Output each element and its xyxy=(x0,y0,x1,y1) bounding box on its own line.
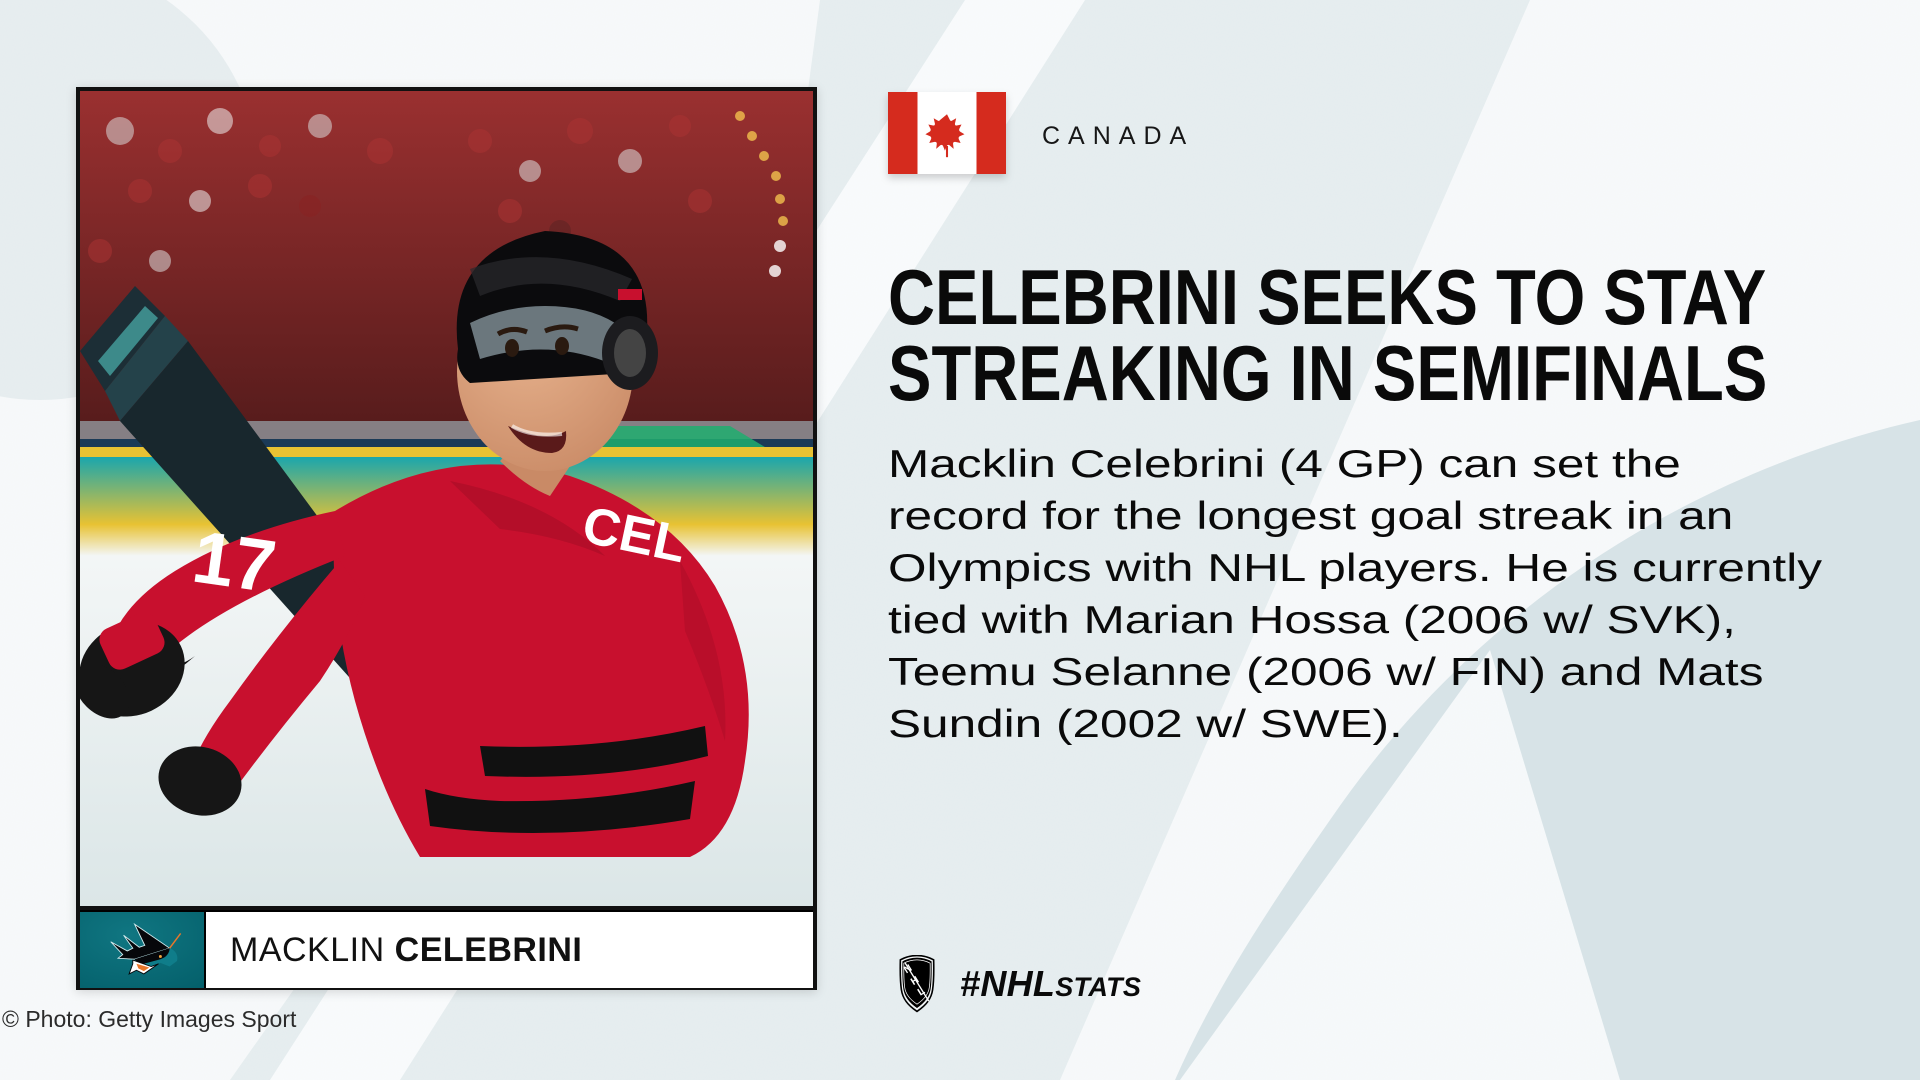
svg-text:17: 17 xyxy=(188,515,281,609)
